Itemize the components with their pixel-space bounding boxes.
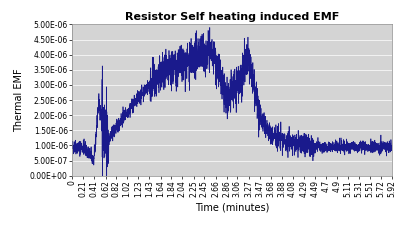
Title: Resistor Self heating induced EMF: Resistor Self heating induced EMF xyxy=(125,12,339,22)
Y-axis label: Thermal EMF: Thermal EMF xyxy=(14,68,24,132)
X-axis label: Time (minutes): Time (minutes) xyxy=(195,203,269,213)
